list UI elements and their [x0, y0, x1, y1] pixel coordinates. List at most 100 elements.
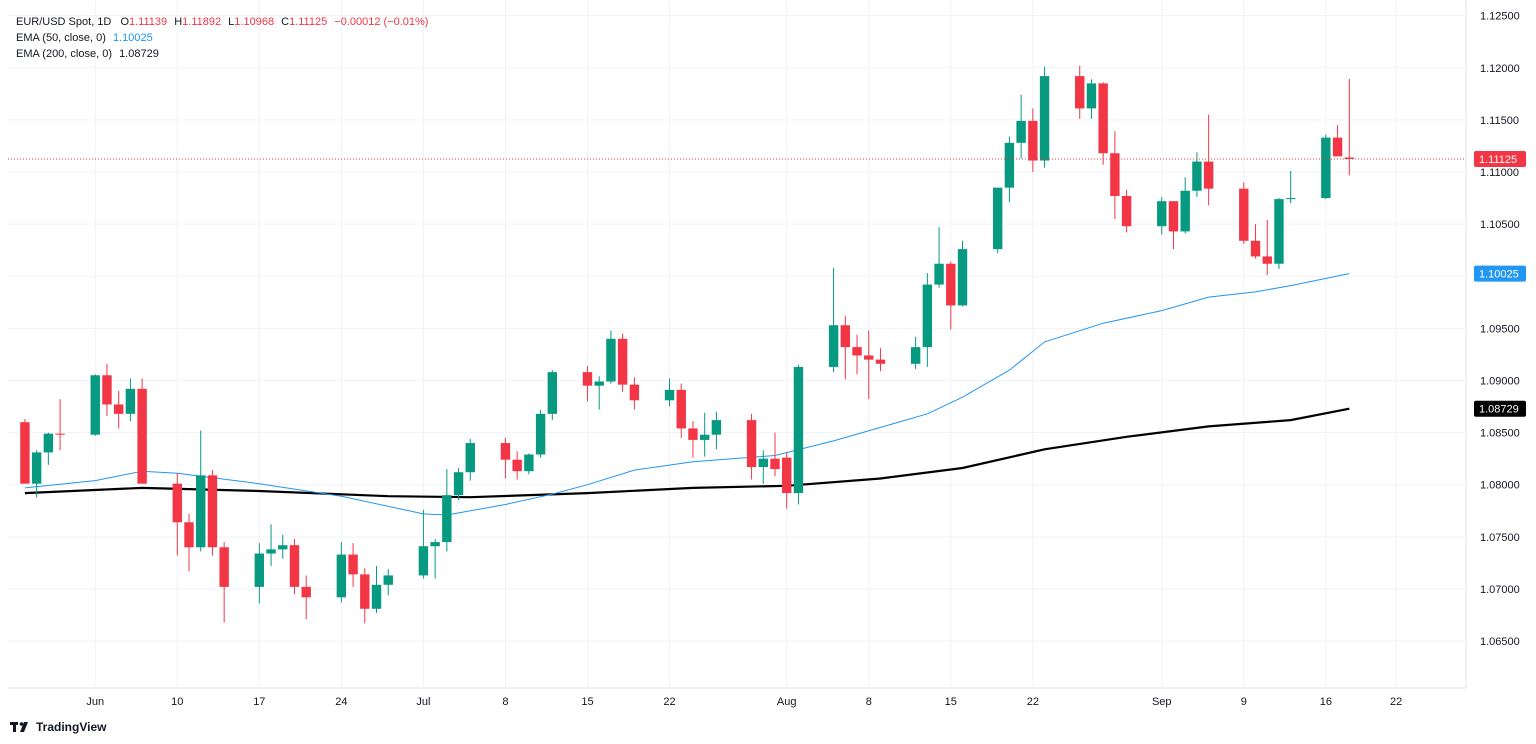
ema50-line: [24, 273, 1350, 516]
candle-up: [910, 347, 921, 364]
legend-symbol-row: EUR/USD Spot, 1D O1.11139 H1.11892 L1.10…: [16, 14, 432, 30]
time-tick-label: 22: [1390, 696, 1402, 708]
candle-up: [664, 389, 675, 401]
candle-down: [1028, 120, 1038, 161]
last-price-tag: 1.11125: [1479, 154, 1517, 166]
tradingview-logo[interactable]: TradingView: [10, 720, 106, 734]
candle-down: [219, 547, 229, 587]
candle-up: [418, 546, 429, 576]
price-tick-label: 1.08000: [1480, 480, 1520, 492]
candle-up: [1039, 76, 1050, 161]
last-price-tag-bg: [1474, 150, 1526, 167]
candle-up: [266, 549, 276, 554]
candle-down: [1168, 201, 1179, 232]
candle-up: [1192, 161, 1202, 191]
candle-down: [289, 545, 300, 587]
candle-up: [594, 381, 604, 386]
candle-up: [535, 413, 546, 455]
candle-down: [20, 422, 30, 484]
legend-open: 1.11139: [129, 16, 168, 28]
time-tick-label: 10: [171, 696, 183, 708]
ema50-tag: 1.10025: [1479, 269, 1519, 281]
tradingview-icon: [10, 722, 28, 732]
candle-down: [840, 325, 851, 348]
candle-up: [606, 338, 616, 382]
legend-ema200-value: 1.08729: [119, 48, 159, 60]
candle-down: [1075, 76, 1085, 109]
legend-close: 1.11125: [289, 16, 328, 28]
time-tick-label: 15: [581, 696, 593, 708]
candle-up: [1004, 142, 1015, 188]
price-tick-label: 1.11000: [1480, 167, 1519, 179]
candle-up: [1016, 120, 1026, 143]
candle-down: [348, 554, 358, 575]
candle-up: [758, 458, 768, 468]
price-tick-label: 1.12000: [1480, 63, 1520, 75]
candle-up: [1180, 190, 1190, 232]
candle-down: [1250, 240, 1261, 257]
price-tick-label: 1.09500: [1480, 323, 1520, 335]
candle-down: [746, 420, 757, 468]
price-tick-label: 1.12500: [1480, 11, 1520, 23]
ema200-line: [24, 407, 1350, 499]
candle-down: [500, 443, 511, 460]
candle-up: [453, 472, 464, 496]
candle-up: [922, 284, 933, 348]
candle-up: [1321, 137, 1331, 199]
legend-ema50-value: 1.10025: [112, 32, 153, 44]
legend-ema50-label: EMA (50, close, 0): [16, 32, 106, 44]
candle-up: [1285, 198, 1296, 200]
legend-close-label: C: [281, 16, 290, 28]
candle-down: [875, 359, 886, 364]
candle-down: [512, 459, 522, 472]
candle-down: [1098, 83, 1108, 154]
chart-legend: EUR/USD Spot, 1D O1.11139 H1.11892 L1.10…: [16, 14, 432, 62]
time-tick-label: 22: [663, 696, 675, 708]
tradingview-logo-text: TradingView: [36, 720, 107, 734]
candle-up: [336, 554, 347, 598]
candle-down: [582, 372, 593, 386]
time-tick-label: 24: [335, 696, 347, 708]
candle-up: [430, 542, 440, 547]
candle-down: [207, 475, 218, 548]
candle-down: [1332, 137, 1343, 157]
time-tick-label: 9: [1241, 696, 1247, 708]
candle-down: [864, 355, 874, 360]
candle-down: [1110, 153, 1120, 196]
ema200-tag-bg: [1474, 400, 1526, 417]
candle-down: [301, 586, 311, 598]
price-tick-label: 1.10500: [1480, 219, 1520, 231]
candle-down: [617, 338, 628, 385]
candle-down: [676, 389, 686, 429]
price-axis[interactable]: 1.12500 1.12000 1.11500 1.11000 1.10500 1.100…: [1474, 11, 1526, 648]
candle-up: [828, 325, 839, 367]
candle-down: [629, 384, 640, 401]
candle-down: [852, 347, 862, 356]
time-tick-label: Jul: [416, 696, 430, 708]
candle-up: [1086, 83, 1097, 109]
legend-ema200-row: EMA (200, close, 0) 1.08729: [16, 46, 432, 62]
ema200-tag: 1.08729: [1479, 404, 1519, 416]
candle-up: [90, 375, 100, 435]
time-axis[interactable]: Jun 10 17 24 Jul 8 15 22 Aug 8 15 22 Sep 9 16 22: [86, 696, 1402, 708]
price-tick-label: 1.08500: [1480, 428, 1520, 440]
candle-down: [102, 375, 112, 405]
candle-up: [1157, 201, 1167, 227]
time-tick-label: 22: [1027, 696, 1039, 708]
time-tick-label: 15: [945, 696, 957, 708]
candle-up: [196, 475, 206, 548]
candle-down: [1344, 157, 1354, 159]
candle-down: [172, 483, 182, 523]
candles-layer: [20, 65, 1354, 624]
legend-low: 1.10968: [234, 16, 275, 28]
candle-down: [1239, 188, 1249, 241]
ema200-layer: [24, 407, 1350, 499]
candle-down: [946, 263, 956, 306]
time-tick-label: Sep: [1152, 696, 1172, 708]
candle-up: [699, 434, 710, 440]
candle-up: [465, 443, 475, 473]
candle-down: [184, 522, 194, 548]
legend-open-label: O: [120, 16, 129, 28]
legend-ema50-row: EMA (50, close, 0) 1.10025: [16, 30, 432, 46]
